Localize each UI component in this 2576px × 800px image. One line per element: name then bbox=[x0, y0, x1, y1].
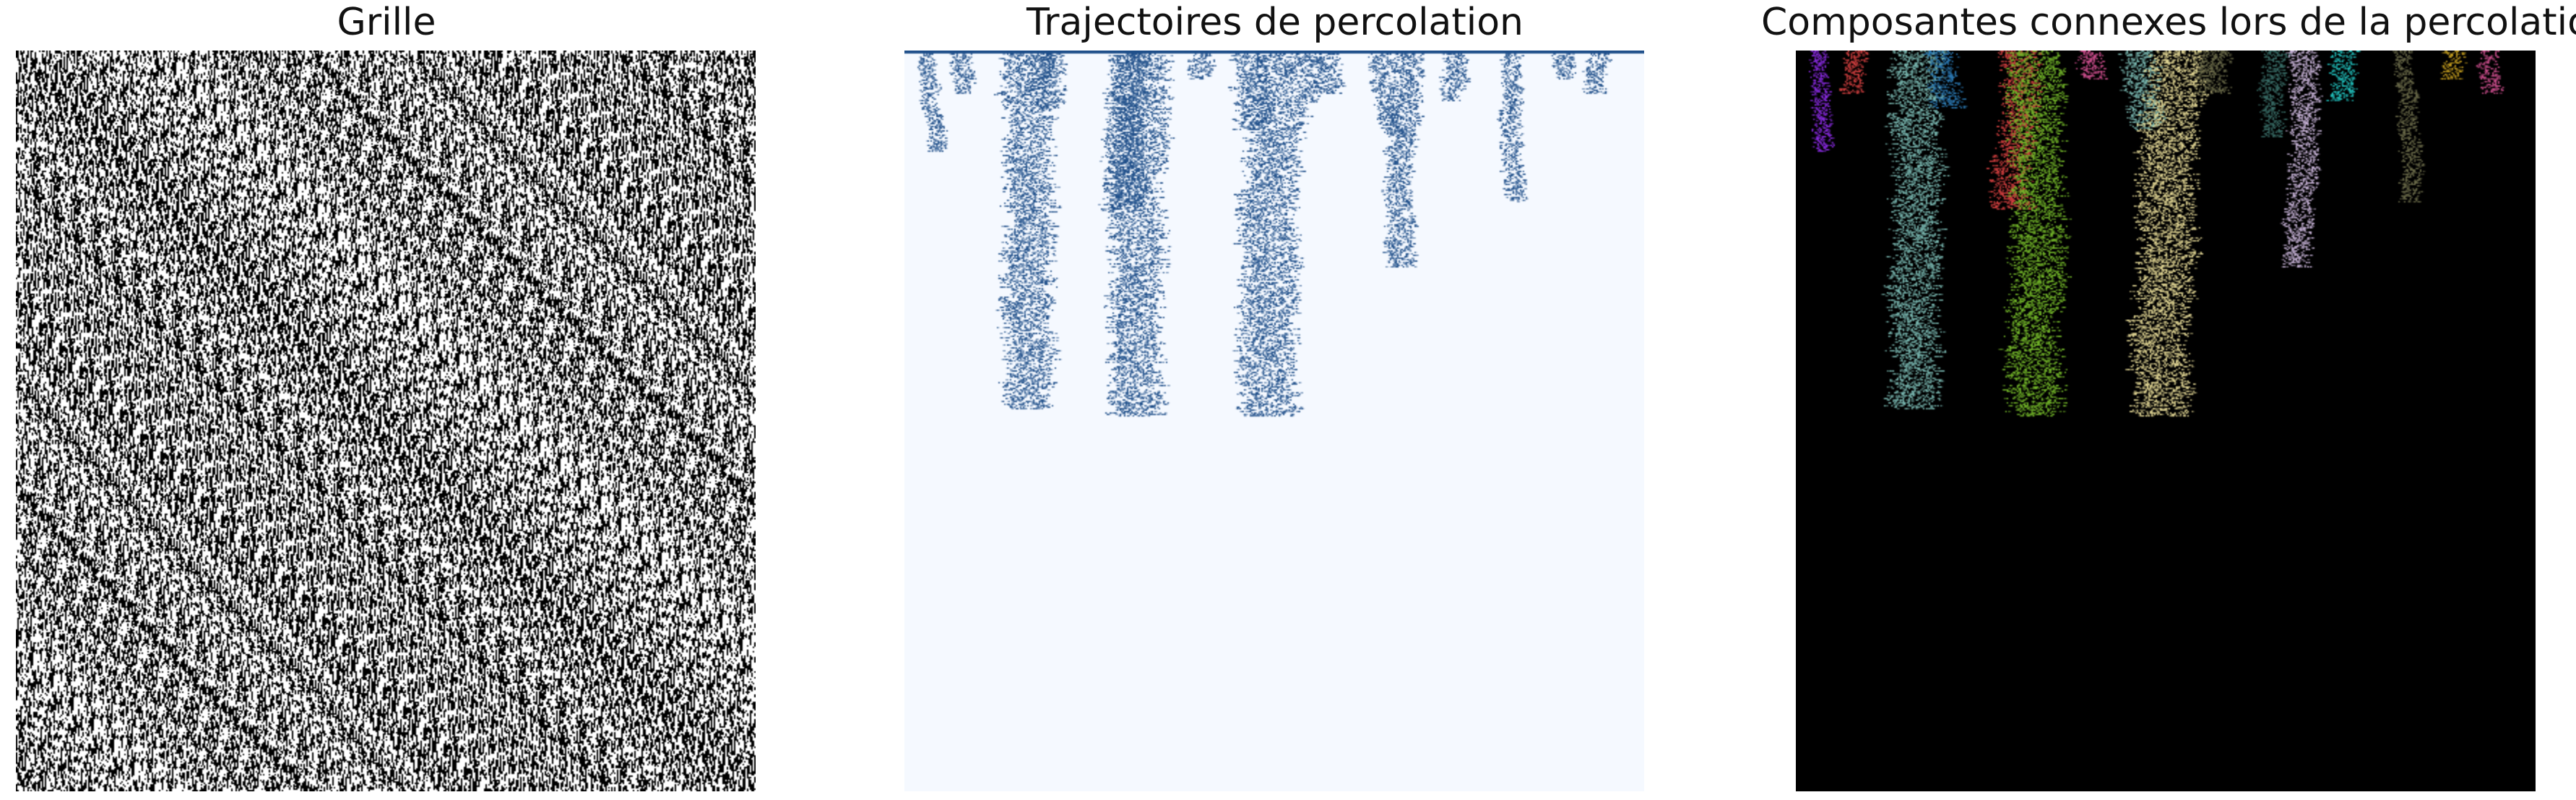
panel-title-components: Composantes connexes lors de la percolat… bbox=[1761, 1, 2576, 44]
connected-components-image bbox=[1796, 51, 2536, 791]
panel-title-grid: Grille bbox=[337, 1, 436, 44]
grid-image bbox=[16, 51, 756, 791]
percolation-paths-image bbox=[904, 51, 1644, 791]
panel-title-trajectories: Trajectoires de percolation bbox=[1026, 1, 1523, 44]
